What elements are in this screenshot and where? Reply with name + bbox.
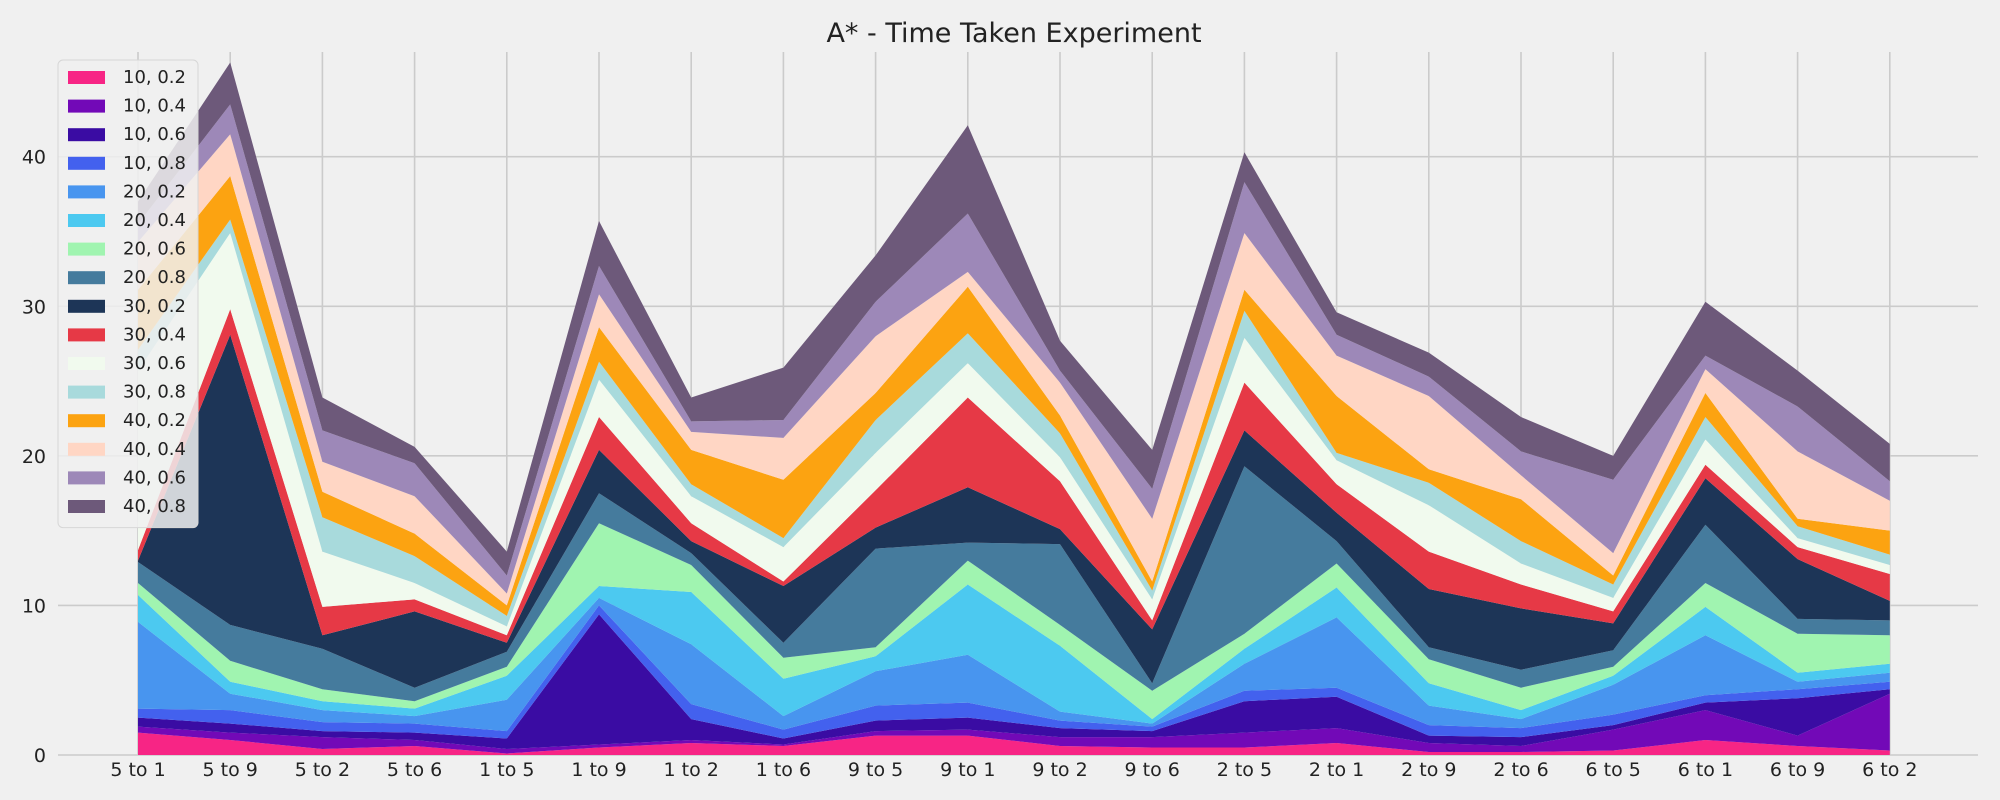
- legend-swatch: [68, 214, 105, 227]
- legend-swatch: [68, 185, 105, 199]
- legend-swatch: [68, 271, 105, 285]
- x-tick-label: 6 to 1: [1678, 759, 1733, 781]
- legend-label: 10, 0.6: [123, 124, 186, 145]
- legend-swatch: [68, 71, 105, 84]
- legend-swatch: [68, 156, 105, 170]
- x-tick-label: 5 to 6: [387, 759, 442, 781]
- area-30-0-4: [138, 309, 1890, 643]
- legend-label: 20, 0.4: [123, 210, 186, 231]
- x-tick-label: 2 to 1: [1309, 759, 1364, 781]
- x-tick-label: 9 to 1: [940, 759, 995, 781]
- y-tick-label: 40: [22, 147, 46, 169]
- area-30-0-6: [138, 233, 1890, 636]
- legend-label: 30, 0.6: [123, 353, 186, 374]
- x-tick-label: 2 to 5: [1217, 759, 1272, 781]
- area-20-0-2: [138, 597, 1890, 732]
- x-tick-label: 1 to 9: [571, 759, 626, 781]
- legend-label: 10, 0.8: [123, 153, 186, 174]
- legend-label: 30, 0.2: [123, 296, 186, 317]
- legend-label: 40, 0.4: [123, 439, 186, 460]
- x-tick-label: 5 to 2: [295, 759, 350, 781]
- legend-swatch: [68, 299, 105, 313]
- legend-swatch: [68, 242, 105, 256]
- legend-label: 30, 0.4: [123, 324, 186, 345]
- legend-label: 20, 0.8: [123, 267, 186, 288]
- legend-label: 20, 0.6: [123, 239, 186, 260]
- x-tick-label: 6 to 9: [1770, 759, 1825, 781]
- legend-swatch: [68, 357, 105, 370]
- legend-label: 40, 0.8: [123, 496, 186, 517]
- area-20-0-6: [138, 523, 1890, 720]
- area-series: [138, 62, 1890, 755]
- legend-box: [57, 59, 199, 529]
- y-tick-label: 10: [22, 595, 46, 617]
- legend-swatch: [68, 471, 105, 485]
- area-10-0-6: [138, 614, 1890, 749]
- chart-title: A* - Time Taken Experiment: [826, 18, 1201, 49]
- area-10-0-4: [138, 693, 1890, 754]
- legend-label: 30, 0.8: [123, 382, 186, 403]
- area-20-0-8: [138, 466, 1890, 702]
- x-tick-label: 1 to 2: [664, 759, 719, 781]
- legend-label: 40, 0.2: [123, 410, 186, 431]
- x-tick-label: 5 to 1: [110, 759, 165, 781]
- y-tick-label: 0: [34, 745, 46, 767]
- legend-label: 40, 0.6: [123, 467, 186, 488]
- legend-swatch: [68, 414, 105, 428]
- legend-swatch: [68, 385, 105, 399]
- legend-swatch: [68, 442, 105, 456]
- x-tick-label: 6 to 2: [1862, 759, 1917, 781]
- area-30-0-2: [138, 334, 1890, 688]
- x-tick-label: 1 to 5: [479, 759, 534, 781]
- legend-label: 10, 0.4: [123, 96, 186, 117]
- x-tick-label: 6 to 5: [1586, 759, 1641, 781]
- legend-label: 20, 0.2: [123, 181, 186, 202]
- x-tick-label: 1 to 6: [756, 759, 811, 781]
- area-10-0-8: [138, 605, 1890, 739]
- x-tick-label: 9 to 2: [1032, 759, 1087, 781]
- x-tick-label: 9 to 5: [848, 759, 903, 781]
- x-tick-label: 2 to 9: [1401, 759, 1456, 781]
- x-tick-label: 2 to 6: [1493, 759, 1548, 781]
- legend: 10, 0.2 10, 0.4 10, 0.6 10, 0.8 20, 0.2 20, 0…: [57, 59, 199, 529]
- legend-swatch: [68, 328, 105, 342]
- area-20-0-4: [138, 584, 1890, 724]
- x-tick-label: 5 to 9: [203, 759, 258, 781]
- y-tick-label: 20: [22, 446, 46, 468]
- legend-label: 10, 0.2: [123, 67, 186, 88]
- x-tick-label: 9 to 6: [1125, 759, 1180, 781]
- area-10-0-2: [138, 732, 1890, 755]
- y-tick-label: 30: [22, 296, 46, 318]
- y-tick-labels: 0 10 20 30 40: [22, 147, 46, 767]
- legend-swatch: [68, 99, 105, 113]
- legend-swatch: [68, 500, 105, 513]
- legend-swatch: [68, 128, 105, 142]
- x-tick-labels: 5 to 1 5 to 9 5 to 2 5 to 6 1 to 5 1 to 9 1 to…: [110, 759, 1917, 781]
